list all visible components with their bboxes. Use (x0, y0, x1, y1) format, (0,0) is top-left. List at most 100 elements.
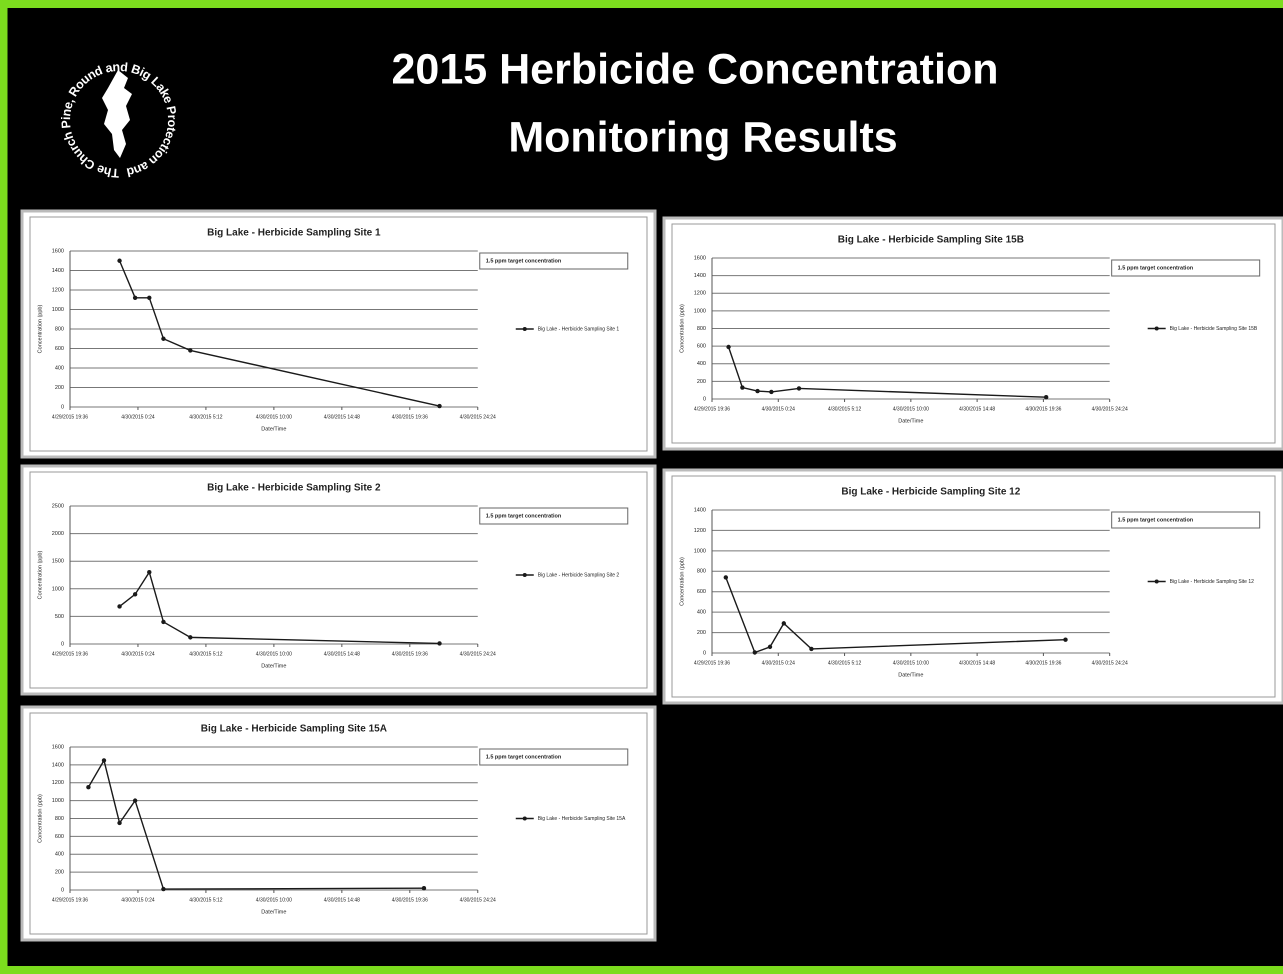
chart-title: Big Lake - Herbicide Sampling Site 12 (841, 487, 1020, 498)
y-tick-label: 600 (55, 346, 64, 352)
data-point (437, 641, 442, 646)
y-axis-label: Concentration (ppb) (679, 304, 685, 353)
data-point (809, 646, 814, 652)
panel-frame (29, 712, 648, 935)
x-tick-label: 4/30/2015 0:24 (121, 414, 155, 420)
data-point (755, 388, 760, 394)
x-axis-label: Date/Time (898, 672, 923, 678)
y-tick-label: 800 (55, 326, 64, 332)
data-line (727, 346, 1047, 398)
y-tick-label: 600 (697, 344, 706, 350)
x-tick-label: 4/29/2015 19:36 (52, 897, 88, 903)
y-tick-label: 1600 (694, 255, 706, 261)
data-point (132, 295, 138, 300)
data-point (188, 348, 193, 353)
x-tick-label: 4/30/2015 14:48 (324, 414, 360, 420)
x-tick-label: 4/30/2015 19:36 (392, 414, 428, 420)
y-tick-label: 800 (697, 326, 706, 332)
x-tick-label: 4/30/2015 14:48 (959, 406, 995, 412)
data-point (437, 403, 442, 409)
y-tick-label: 0 (61, 641, 64, 647)
legend-marker (1154, 579, 1159, 584)
y-tick-label: 1400 (694, 507, 706, 513)
x-tick-label: 4/30/2015 19:36 (392, 897, 428, 903)
x-tick-label: 4/30/2015 5:12 (189, 651, 223, 657)
data-point (161, 336, 166, 341)
y-tick-label: 1400 (694, 273, 706, 279)
y-tick-label: 200 (55, 870, 64, 876)
chart-title: Big Lake - Herbicide Sampling Site 15A (201, 724, 387, 735)
x-tick-label: 4/30/2015 0:24 (762, 406, 796, 412)
legend-label: Big Lake - Herbicide Sampling Site 12 (1170, 579, 1254, 585)
y-tick-label: 400 (55, 852, 64, 858)
data-point (161, 886, 166, 892)
y-tick-label: 1000 (694, 308, 706, 314)
target-box (479, 507, 629, 525)
panel-frame (671, 223, 1276, 444)
data-point (1043, 395, 1049, 400)
y-tick-label: 0 (61, 887, 64, 893)
target-label: 1.5 ppm target concentration (1118, 517, 1194, 523)
x-axis-label: Date/Time (261, 909, 286, 915)
data-line (119, 570, 440, 645)
chart-panel: Big Lake - Herbicide Sampling Site 2 0 500… (20, 464, 657, 696)
y-tick-label: 1500 (52, 559, 64, 565)
x-tick-label: 4/29/2015 19:36 (52, 651, 88, 657)
y-axis-label: Concentration (ppb) (679, 557, 685, 606)
x-tick-label: 4/30/2015 24:24 (1092, 660, 1128, 666)
x-tick-label: 4/29/2015 19:36 (694, 406, 730, 412)
y-tick-label: 1000 (52, 307, 64, 313)
legend-marker (1154, 326, 1159, 331)
data-point (740, 385, 745, 390)
y-tick-label: 1000 (52, 586, 64, 592)
target-box (479, 252, 629, 270)
panel-background (20, 209, 657, 459)
data-point (117, 820, 122, 826)
panel-frame (29, 216, 648, 452)
target-label: 1.5 ppm target concentration (1118, 265, 1194, 271)
x-tick-label: 4/30/2015 5:12 (189, 414, 223, 420)
y-tick-label: 1600 (52, 248, 64, 254)
data-point (781, 621, 787, 626)
target-label: 1.5 ppm target concentration (486, 258, 562, 264)
x-tick-label: 4/30/2015 10:00 (256, 651, 292, 657)
y-tick-label: 1200 (52, 287, 64, 293)
data-point (132, 592, 138, 597)
y-tick-label: 0 (703, 396, 706, 402)
data-point (421, 886, 427, 891)
target-box (479, 748, 629, 766)
data-point (132, 798, 138, 803)
y-axis-label: Concentration (ppb) (37, 794, 43, 843)
x-tick-label: 4/30/2015 24:24 (1092, 406, 1128, 412)
data-line (87, 758, 424, 890)
y-tick-label: 2500 (52, 503, 64, 509)
y-tick-label: 600 (55, 834, 64, 840)
y-tick-label: 400 (55, 365, 64, 371)
x-tick-label: 4/30/2015 10:00 (893, 406, 929, 412)
data-point (161, 619, 166, 625)
data-point (147, 295, 152, 300)
data-point (117, 258, 122, 263)
lake-shape (102, 70, 132, 158)
y-tick-label: 1400 (52, 762, 64, 768)
chart-title: Big Lake - Herbicide Sampling Site 15B (838, 235, 1024, 246)
data-point (117, 604, 122, 609)
x-tick-label: 4/30/2015 19:36 (1025, 406, 1061, 412)
x-tick-label: 4/29/2015 19:36 (52, 414, 88, 420)
target-box (1111, 511, 1261, 529)
x-tick-label: 4/30/2015 14:48 (324, 897, 360, 903)
chart-panel: Big Lake - Herbicide Sampling Site 12 0 20… (662, 468, 1283, 705)
y-tick-label: 1200 (694, 528, 706, 534)
y-tick-label: 800 (55, 816, 64, 822)
x-tick-label: 4/30/2015 14:48 (324, 651, 360, 657)
legend-label: Big Lake - Herbicide Sampling Site 15A (538, 816, 626, 822)
data-point (726, 344, 731, 350)
x-tick-label: 4/29/2015 19:36 (694, 660, 730, 666)
x-axis-label: Date/Time (261, 663, 286, 669)
slide-title-line: Monitoring Results (508, 113, 897, 161)
y-tick-label: 1200 (694, 291, 706, 297)
y-tick-label: 800 (697, 569, 706, 575)
data-point (767, 644, 773, 650)
x-tick-label: 4/30/2015 5:12 (828, 406, 862, 412)
